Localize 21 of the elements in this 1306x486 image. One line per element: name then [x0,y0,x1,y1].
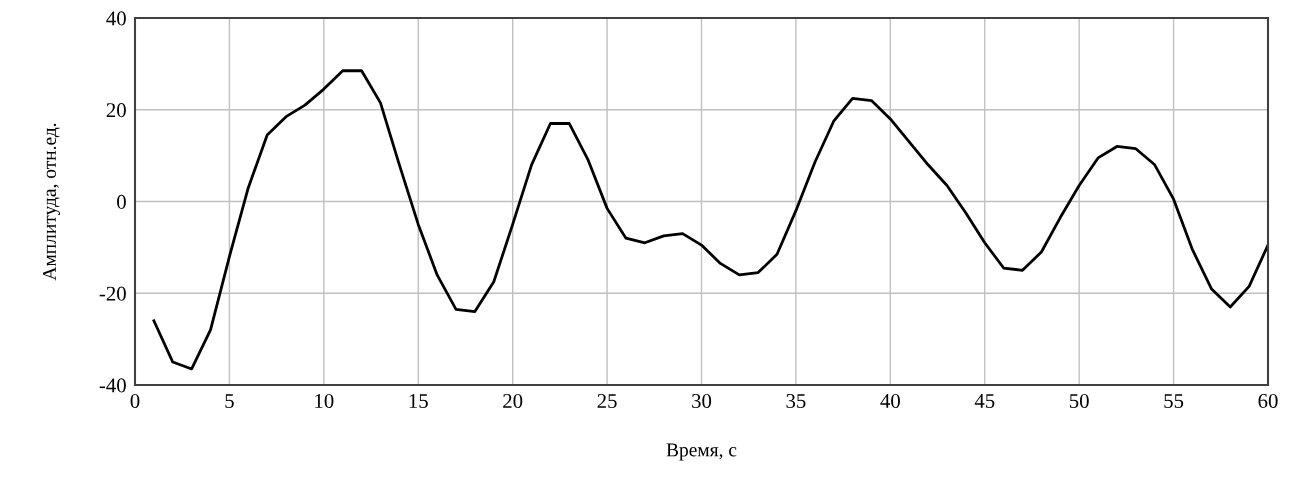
x-tick-label: 35 [786,393,806,408]
x-tick-label: 45 [974,394,995,408]
y-tick-label: -40 [99,378,126,393]
x-tick-label: 0 [130,393,140,408]
x-tick-label: 50 [1069,393,1089,408]
x-tick-label: 5 [225,394,234,408]
x-tick-label: 10 [315,393,334,408]
y-tick-label: 0 [117,194,126,209]
x-tick-label: 30 [692,393,712,408]
x-tick-label: 60 [1258,393,1278,408]
x-tick-label: 20 [503,393,523,408]
x-tick-label: 40 [880,393,900,408]
y-axis-title: Амплитуда, отн.ед. [42,123,61,281]
x-tick-label: 55 [1164,394,1184,408]
line-series [152,69,1268,371]
x-axis-title: Время, с [666,443,737,461]
x-tick-label: 15 [409,394,428,408]
y-tick-label: 20 [106,103,126,118]
x-tick-label: 25 [597,393,617,408]
y-tick-label: -20 [99,286,126,301]
y-tick-label: 40 [106,11,126,26]
